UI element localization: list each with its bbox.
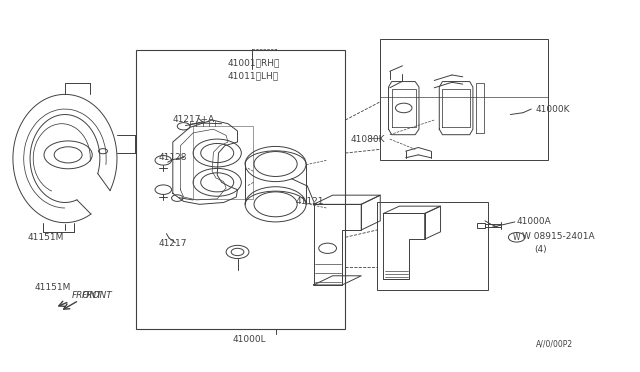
Text: 41001（RH）: 41001（RH） — [228, 59, 280, 68]
Text: (4): (4) — [534, 244, 547, 254]
Text: A//0/00P2: A//0/00P2 — [536, 340, 573, 349]
Text: FRONT: FRONT — [71, 291, 102, 300]
Text: 41000K: 41000K — [536, 105, 570, 113]
Text: 41121: 41121 — [296, 197, 324, 206]
Text: 41128: 41128 — [158, 153, 187, 162]
Bar — [377, 202, 488, 291]
Bar — [380, 39, 548, 160]
Text: 41217: 41217 — [158, 240, 187, 248]
Text: 41217+A: 41217+A — [173, 115, 215, 124]
Text: 41080K: 41080K — [351, 135, 385, 144]
Text: FRONT: FRONT — [82, 291, 113, 299]
Text: 41011（LH）: 41011（LH） — [228, 71, 279, 81]
Text: 41000L: 41000L — [232, 335, 266, 344]
Bar — [136, 51, 346, 329]
Bar — [477, 223, 485, 228]
Bar — [193, 125, 253, 199]
Text: 41151M: 41151M — [28, 233, 64, 242]
Text: 41000A: 41000A — [516, 217, 552, 227]
Text: 41151M: 41151M — [34, 283, 70, 292]
Text: W: W — [513, 233, 520, 242]
Text: W 08915-2401A: W 08915-2401A — [522, 232, 595, 241]
